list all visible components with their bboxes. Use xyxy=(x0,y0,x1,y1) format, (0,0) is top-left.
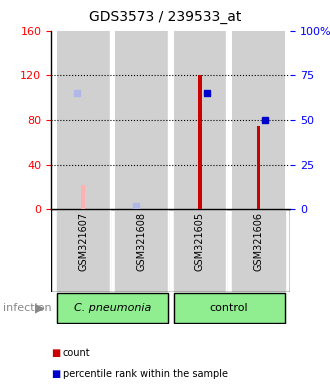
Bar xyxy=(57,209,110,292)
Bar xyxy=(57,31,110,209)
Text: GSM321607: GSM321607 xyxy=(78,212,88,271)
Bar xyxy=(174,293,284,323)
Text: GSM321608: GSM321608 xyxy=(137,212,147,271)
Bar xyxy=(174,293,284,323)
Bar xyxy=(174,209,226,292)
Bar xyxy=(232,209,284,292)
Text: ▶: ▶ xyxy=(35,302,44,314)
Bar xyxy=(232,31,284,209)
Text: ■: ■ xyxy=(51,348,61,358)
Bar xyxy=(82,185,85,209)
Bar xyxy=(174,31,226,209)
Bar xyxy=(256,126,260,209)
Text: percentile rank within the sample: percentile rank within the sample xyxy=(63,369,228,379)
Text: GDS3573 / 239533_at: GDS3573 / 239533_at xyxy=(89,10,241,23)
Bar xyxy=(115,31,168,209)
Bar xyxy=(198,75,202,209)
Text: GSM321605: GSM321605 xyxy=(195,212,205,271)
Text: infection: infection xyxy=(3,303,52,313)
Bar xyxy=(115,209,168,292)
Bar xyxy=(57,293,168,323)
Text: count: count xyxy=(63,348,90,358)
Text: GSM321606: GSM321606 xyxy=(253,212,263,271)
Text: control: control xyxy=(210,303,248,313)
Text: ■: ■ xyxy=(51,369,61,379)
Bar xyxy=(57,293,168,323)
Text: C. pneumonia: C. pneumonia xyxy=(74,303,151,313)
